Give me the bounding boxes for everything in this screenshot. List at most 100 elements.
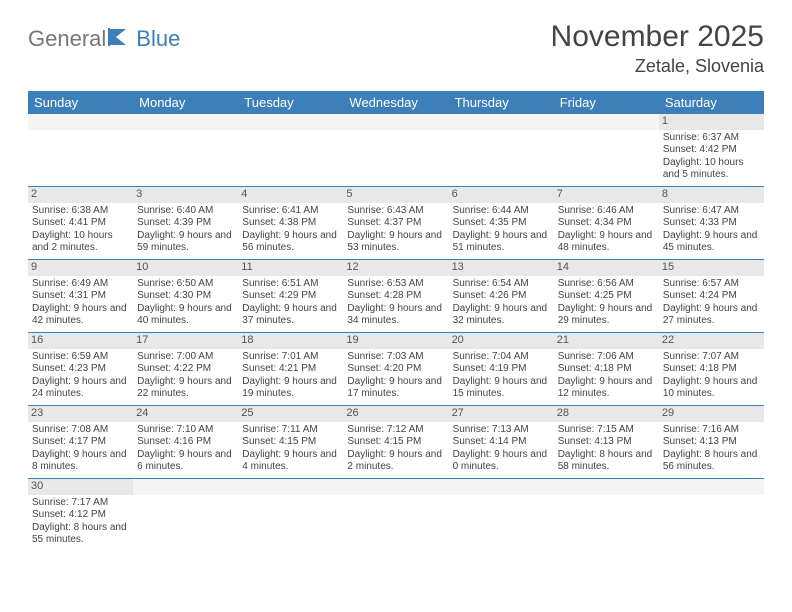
- day-number: 19: [343, 333, 448, 349]
- day-number: 10: [133, 260, 238, 276]
- daylight-text: Daylight: 9 hours and 17 minutes.: [347, 376, 444, 401]
- calendar-day-cell: [659, 479, 764, 552]
- calendar-day-cell: 17Sunrise: 7:00 AMSunset: 4:22 PMDayligh…: [133, 333, 238, 406]
- sunrise-text: Sunrise: 6:40 AM: [137, 205, 234, 218]
- calendar-day-cell: 29Sunrise: 7:16 AMSunset: 4:13 PMDayligh…: [659, 406, 764, 479]
- day-number: 11: [238, 260, 343, 276]
- day-number: 17: [133, 333, 238, 349]
- day-number: 4: [238, 187, 343, 203]
- sunrise-text: Sunrise: 6:50 AM: [137, 278, 234, 291]
- sunrise-text: Sunrise: 6:46 AM: [558, 205, 655, 218]
- calendar-day-cell: 6Sunrise: 6:44 AMSunset: 4:35 PMDaylight…: [449, 187, 554, 260]
- sunrise-text: Sunrise: 6:47 AM: [663, 205, 760, 218]
- weekday-header: Sunday: [28, 91, 133, 114]
- day-number: 12: [343, 260, 448, 276]
- calendar-week-row: 23Sunrise: 7:08 AMSunset: 4:17 PMDayligh…: [28, 406, 764, 479]
- calendar-day-cell: 21Sunrise: 7:06 AMSunset: 4:18 PMDayligh…: [554, 333, 659, 406]
- day-number: 18: [238, 333, 343, 349]
- sunset-text: Sunset: 4:33 PM: [663, 217, 760, 230]
- daylight-text: Daylight: 9 hours and 15 minutes.: [453, 376, 550, 401]
- sunset-text: Sunset: 4:39 PM: [137, 217, 234, 230]
- daylight-text: Daylight: 9 hours and 0 minutes.: [453, 449, 550, 474]
- daylight-text: Daylight: 9 hours and 32 minutes.: [453, 303, 550, 328]
- sunset-text: Sunset: 4:20 PM: [347, 363, 444, 376]
- daylight-text: Daylight: 8 hours and 55 minutes.: [32, 522, 129, 547]
- calendar-day-cell: [28, 114, 133, 187]
- sunrise-text: Sunrise: 7:03 AM: [347, 351, 444, 364]
- daylight-text: Daylight: 8 hours and 56 minutes.: [663, 449, 760, 474]
- sunrise-text: Sunrise: 6:44 AM: [453, 205, 550, 218]
- sunset-text: Sunset: 4:23 PM: [32, 363, 129, 376]
- calendar-day-cell: 28Sunrise: 7:15 AMSunset: 4:13 PMDayligh…: [554, 406, 659, 479]
- calendar-day-cell: [133, 114, 238, 187]
- sunset-text: Sunset: 4:28 PM: [347, 290, 444, 303]
- day-number: 30: [28, 479, 133, 495]
- calendar-day-cell: 16Sunrise: 6:59 AMSunset: 4:23 PMDayligh…: [28, 333, 133, 406]
- sunset-text: Sunset: 4:42 PM: [663, 144, 760, 157]
- sunset-text: Sunset: 4:35 PM: [453, 217, 550, 230]
- logo-part1: General: [28, 26, 106, 52]
- day-number: 23: [28, 406, 133, 422]
- daylight-text: Daylight: 9 hours and 6 minutes.: [137, 449, 234, 474]
- daylight-text: Daylight: 9 hours and 53 minutes.: [347, 230, 444, 255]
- sunset-text: Sunset: 4:19 PM: [453, 363, 550, 376]
- sunset-text: Sunset: 4:16 PM: [137, 436, 234, 449]
- sunset-text: Sunset: 4:21 PM: [242, 363, 339, 376]
- calendar-day-cell: 23Sunrise: 7:08 AMSunset: 4:17 PMDayligh…: [28, 406, 133, 479]
- daylight-text: Daylight: 9 hours and 56 minutes.: [242, 230, 339, 255]
- sunset-text: Sunset: 4:31 PM: [32, 290, 129, 303]
- day-number: 5: [343, 187, 448, 203]
- calendar-week-row: 9Sunrise: 6:49 AMSunset: 4:31 PMDaylight…: [28, 260, 764, 333]
- sunrise-text: Sunrise: 7:07 AM: [663, 351, 760, 364]
- sunset-text: Sunset: 4:24 PM: [663, 290, 760, 303]
- sunset-text: Sunset: 4:38 PM: [242, 217, 339, 230]
- daylight-text: Daylight: 9 hours and 37 minutes.: [242, 303, 339, 328]
- day-number: 3: [133, 187, 238, 203]
- calendar-week-row: 1Sunrise: 6:37 AMSunset: 4:42 PMDaylight…: [28, 114, 764, 187]
- day-number: 22: [659, 333, 764, 349]
- sunrise-text: Sunrise: 7:17 AM: [32, 497, 129, 510]
- calendar-day-cell: [343, 479, 448, 552]
- sunset-text: Sunset: 4:13 PM: [663, 436, 760, 449]
- calendar-day-cell: [554, 114, 659, 187]
- calendar-day-cell: 20 Sunrise: 7:04 AMSunset: 4:19 PMDayligh…: [449, 333, 554, 406]
- day-number: 9: [28, 260, 133, 276]
- logo-part2: Blue: [136, 26, 180, 52]
- sunrise-text: Sunrise: 7:10 AM: [137, 424, 234, 437]
- day-number: 20: [449, 333, 554, 349]
- sunrise-text: Sunrise: 7:12 AM: [347, 424, 444, 437]
- calendar-day-cell: 2Sunrise: 6:38 AMSunset: 4:41 PMDaylight…: [28, 187, 133, 260]
- calendar-day-cell: 1Sunrise: 6:37 AMSunset: 4:42 PMDaylight…: [659, 114, 764, 187]
- sunrise-text: Sunrise: 7:04 AM: [453, 351, 550, 364]
- weekday-header: Tuesday: [238, 91, 343, 114]
- calendar-day-cell: 25Sunrise: 7:11 AMSunset: 4:15 PMDayligh…: [238, 406, 343, 479]
- sunrise-text: Sunrise: 7:11 AM: [242, 424, 339, 437]
- calendar-day-cell: 11Sunrise: 6:51 AMSunset: 4:29 PMDayligh…: [238, 260, 343, 333]
- title-block: November 2025 Zetale, Slovenia: [551, 20, 764, 77]
- calendar-week-row: 2Sunrise: 6:38 AMSunset: 4:41 PMDaylight…: [28, 187, 764, 260]
- day-number: 28: [554, 406, 659, 422]
- day-number: 13: [449, 260, 554, 276]
- calendar-day-cell: 12Sunrise: 6:53 AMSunset: 4:28 PMDayligh…: [343, 260, 448, 333]
- weekday-header-row: Sunday Monday Tuesday Wednesday Thursday…: [28, 91, 764, 114]
- location-subtitle: Zetale, Slovenia: [551, 56, 764, 77]
- sunset-text: Sunset: 4:30 PM: [137, 290, 234, 303]
- daylight-text: Daylight: 9 hours and 10 minutes.: [663, 376, 760, 401]
- calendar-day-cell: 14Sunrise: 6:56 AMSunset: 4:25 PMDayligh…: [554, 260, 659, 333]
- sunset-text: Sunset: 4:18 PM: [558, 363, 655, 376]
- calendar-day-cell: [238, 114, 343, 187]
- calendar-week-row: 16Sunrise: 6:59 AMSunset: 4:23 PMDayligh…: [28, 333, 764, 406]
- daylight-text: Daylight: 9 hours and 48 minutes.: [558, 230, 655, 255]
- day-number: 16: [28, 333, 133, 349]
- daylight-text: Daylight: 8 hours and 58 minutes.: [558, 449, 655, 474]
- daylight-text: Daylight: 9 hours and 8 minutes.: [32, 449, 129, 474]
- daylight-text: Daylight: 9 hours and 2 minutes.: [347, 449, 444, 474]
- day-number: 14: [554, 260, 659, 276]
- day-number: 8: [659, 187, 764, 203]
- sunrise-text: Sunrise: 6:51 AM: [242, 278, 339, 291]
- sunrise-text: Sunrise: 6:38 AM: [32, 205, 129, 218]
- daylight-text: Daylight: 9 hours and 34 minutes.: [347, 303, 444, 328]
- day-number: 15: [659, 260, 764, 276]
- calendar-day-cell: 8Sunrise: 6:47 AMSunset: 4:33 PMDaylight…: [659, 187, 764, 260]
- sunrise-text: Sunrise: 7:15 AM: [558, 424, 655, 437]
